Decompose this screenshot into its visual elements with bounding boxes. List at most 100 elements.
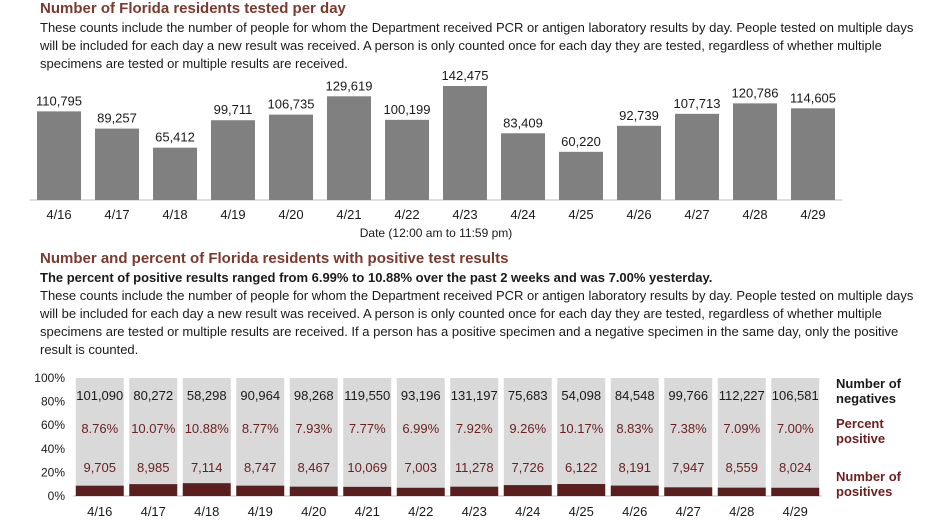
bar-4/24 — [501, 133, 545, 200]
x-tick-label: 4/29 — [800, 207, 825, 222]
percent-positive-label: 8.77% — [242, 421, 279, 436]
percent-positive-label: 9.26% — [509, 421, 546, 436]
y-tick-label: 100% — [34, 371, 65, 385]
x-tick-label: 4/19 — [220, 207, 245, 222]
bar-value-label: 89,257 — [97, 111, 137, 126]
negatives-bar-4/20 — [289, 378, 338, 487]
positives-label: 10,069 — [347, 460, 387, 475]
bar-4/25 — [559, 151, 603, 200]
bar-value-label: 142,475 — [442, 68, 489, 83]
x-tick-label: 4/27 — [676, 504, 701, 519]
negatives-label: 119,550 — [344, 388, 390, 403]
x-tick-label: 4/20 — [278, 207, 303, 222]
chart1-title: Number of Florida residents tested per d… — [40, 0, 346, 17]
bar-4/20 — [269, 114, 313, 200]
x-tick-label: 4/25 — [568, 207, 593, 222]
bar-value-label: 129,619 — [326, 78, 373, 93]
chart1-description: These counts include the number of peopl… — [40, 20, 914, 71]
negatives-label: 58,298 — [187, 388, 227, 403]
x-tick-label: 4/20 — [301, 504, 326, 519]
x-tick-label: 4/23 — [452, 207, 477, 222]
legend-percent: Percent positive — [836, 416, 885, 446]
positives-bar-4/20 — [289, 486, 338, 496]
bar-4/21 — [327, 96, 371, 200]
percent-positive-label: 7.93% — [295, 421, 332, 436]
x-tick-label: 4/17 — [104, 207, 129, 222]
legend-negatives-line2: negatives — [836, 391, 896, 406]
positives-label: 7,003 — [404, 460, 437, 475]
legend-negatives: Number of negatives — [836, 376, 901, 406]
negatives-bar-4/26 — [610, 378, 659, 486]
positives-bar-4/23 — [450, 486, 499, 496]
negatives-bar-4/17 — [129, 378, 178, 485]
x-tick-label: 4/18 — [194, 504, 219, 519]
positives-bar-4/29 — [771, 487, 820, 496]
bar-value-label: 106,735 — [268, 97, 315, 112]
positives-label: 6,122 — [565, 460, 598, 475]
positives-label: 11,278 — [455, 460, 494, 475]
positives-bar-4/26 — [610, 485, 659, 496]
bar-value-label: 65,412 — [155, 130, 195, 145]
negatives-bar-4/28 — [717, 378, 766, 488]
negatives-bar-4/16 — [75, 378, 124, 486]
x-tick-label: 4/28 — [729, 504, 754, 519]
x-tick-label: 4/17 — [141, 504, 166, 519]
negatives-label: 112,227 — [719, 388, 765, 403]
percent-positive-label: 8.76% — [81, 421, 118, 436]
positives-bar-4/22 — [396, 487, 445, 496]
x-tick-label: 4/16 — [87, 504, 112, 519]
negatives-bar-4/23 — [450, 378, 499, 487]
x-tick-label: 4/26 — [626, 207, 651, 222]
x-tick-label: 4/18 — [162, 207, 187, 222]
negatives-bar-4/24 — [503, 378, 552, 486]
positives-label: 9,705 — [83, 460, 116, 475]
positives-label: 7,947 — [672, 460, 705, 475]
bar-4/16 — [37, 111, 81, 200]
positives-bar-4/28 — [717, 487, 766, 496]
bar-4/26 — [617, 125, 661, 200]
chart2-title: Number and percent of Florida residents … — [40, 250, 509, 267]
positives-label: 7,114 — [191, 460, 223, 475]
percent-positive-label: 10.88% — [185, 421, 230, 436]
legend-positives: Number of positives — [836, 469, 901, 499]
positives-bar-4/16 — [75, 485, 124, 496]
y-tick-label: 80% — [41, 395, 65, 409]
negatives-label: 93,196 — [401, 388, 441, 403]
x-tick-label: 4/24 — [510, 207, 535, 222]
y-tick-label: 20% — [41, 465, 65, 479]
x-axis-title: Date (12:00 am to 11:59 pm) — [360, 226, 513, 240]
positives-bar-4/21 — [343, 486, 392, 496]
negatives-label: 54,098 — [561, 388, 601, 403]
negatives-bar-4/29 — [771, 378, 820, 488]
positives-bar-4/17 — [129, 484, 178, 496]
bar-value-label: 99,711 — [214, 102, 253, 117]
bar-value-label: 114,605 — [790, 90, 836, 105]
positives-label: 8,985 — [137, 460, 170, 475]
bar-value-label: 83,409 — [503, 115, 543, 130]
positives-label: 8,467 — [297, 460, 330, 475]
chart2-description: These counts include the number of peopl… — [40, 288, 914, 357]
negatives-label: 80,272 — [133, 388, 173, 403]
bar-value-label: 92,739 — [619, 108, 659, 123]
positives-bar-4/25 — [557, 484, 606, 496]
positives-label: 8,191 — [618, 460, 651, 475]
bar-4/19 — [211, 120, 255, 200]
percent-positive-label: 7.38% — [670, 421, 707, 436]
percent-positive-label: 7.92% — [456, 421, 493, 436]
positives-label: 7,726 — [511, 460, 544, 475]
positives-bar-4/19 — [236, 485, 285, 496]
bar-4/23 — [443, 86, 487, 200]
negatives-label: 131,197 — [451, 388, 498, 403]
y-tick-label: 60% — [41, 418, 65, 432]
x-tick-label: 4/25 — [569, 504, 594, 519]
percent-positive-label: 7.77% — [349, 421, 386, 436]
positives-bar-4/24 — [503, 485, 552, 496]
bar-4/29 — [791, 108, 835, 200]
x-tick-label: 4/26 — [622, 504, 647, 519]
legend-positives-line1: Number of — [836, 469, 901, 484]
positives-label: 8,747 — [244, 460, 277, 475]
x-tick-label: 4/19 — [248, 504, 273, 519]
bar-value-label: 100,199 — [384, 102, 431, 117]
percent-positive-label: 10.07% — [131, 421, 176, 436]
positives-label: 8,024 — [779, 460, 812, 475]
